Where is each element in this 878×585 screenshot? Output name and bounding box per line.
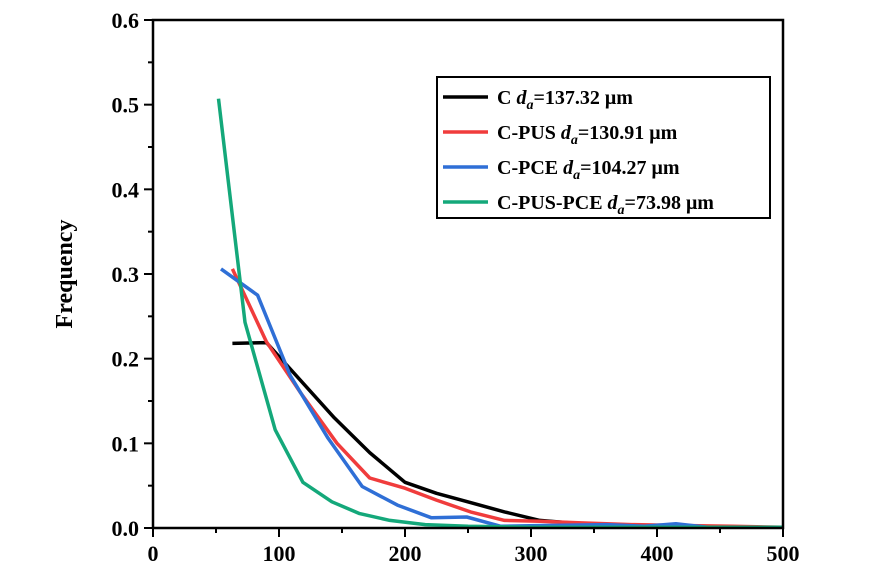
legend-d-symbol: d <box>516 87 527 109</box>
y-tick-label: 0.0 <box>112 516 140 541</box>
y-tick-label: 0.2 <box>112 347 140 372</box>
legend-a-subscript: a <box>571 133 578 148</box>
y-tick-label: 0.3 <box>112 262 140 287</box>
legend-entry: C-PUS-PCE da=73.98 μm <box>497 192 714 218</box>
legend-value: =137.32 μm <box>533 87 633 109</box>
series-line-c <box>232 340 783 529</box>
x-tick-label: 200 <box>389 541 422 566</box>
y-axis-label: Frequency <box>52 220 78 329</box>
legend-value: =130.91 μm <box>578 122 678 144</box>
legend-box <box>436 76 771 219</box>
legend-value: =73.98 μm <box>625 192 715 214</box>
y-tick-label: 0.1 <box>112 431 140 456</box>
series-line-c-pce <box>219 267 783 529</box>
legend-d-symbol: d <box>608 192 619 214</box>
x-tick-label: 300 <box>515 541 548 566</box>
y-tick-label: 0.4 <box>112 177 140 202</box>
legend-series-name: C-PUS-PCE <box>497 192 608 214</box>
legend-entry: C-PUS da=130.91 μm <box>497 122 678 148</box>
legend-a-subscript: a <box>618 203 625 218</box>
x-tick-label: 100 <box>263 541 296 566</box>
x-tick-label: 0 <box>148 541 159 566</box>
legend: C da=137.32 μmC-PUS da=130.91 μmC-PCE da… <box>436 76 771 219</box>
legend-entry: C da=137.32 μm <box>497 87 633 113</box>
x-tick-label: 400 <box>641 541 674 566</box>
y-tick-label: 0.6 <box>112 8 140 33</box>
x-tick-label: 500 <box>767 541 800 566</box>
legend-d-symbol: d <box>563 157 574 179</box>
legend-d-symbol: d <box>561 122 572 144</box>
legend-entry: C-PCE da=104.27 μm <box>497 157 680 183</box>
legend-series-name: C-PUS <box>497 122 561 144</box>
legend-value: =104.27 μm <box>580 157 680 179</box>
legend-series-name: C-PCE <box>497 157 563 179</box>
y-tick-label: 0.5 <box>112 93 140 118</box>
legend-a-subscript: a <box>526 98 533 113</box>
legend-a-subscript: a <box>573 168 580 183</box>
legend-series-name: C <box>497 87 516 109</box>
